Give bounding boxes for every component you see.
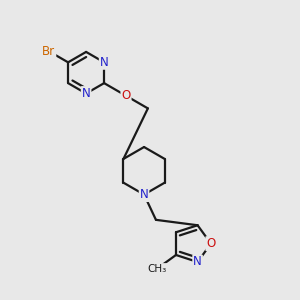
Text: N: N <box>193 256 202 268</box>
Text: CH₃: CH₃ <box>147 264 167 274</box>
Text: O: O <box>206 237 216 250</box>
Text: Br: Br <box>42 45 55 58</box>
Text: N: N <box>140 188 148 201</box>
Text: N: N <box>100 56 109 69</box>
Text: O: O <box>122 89 130 102</box>
Text: N: N <box>82 87 91 100</box>
